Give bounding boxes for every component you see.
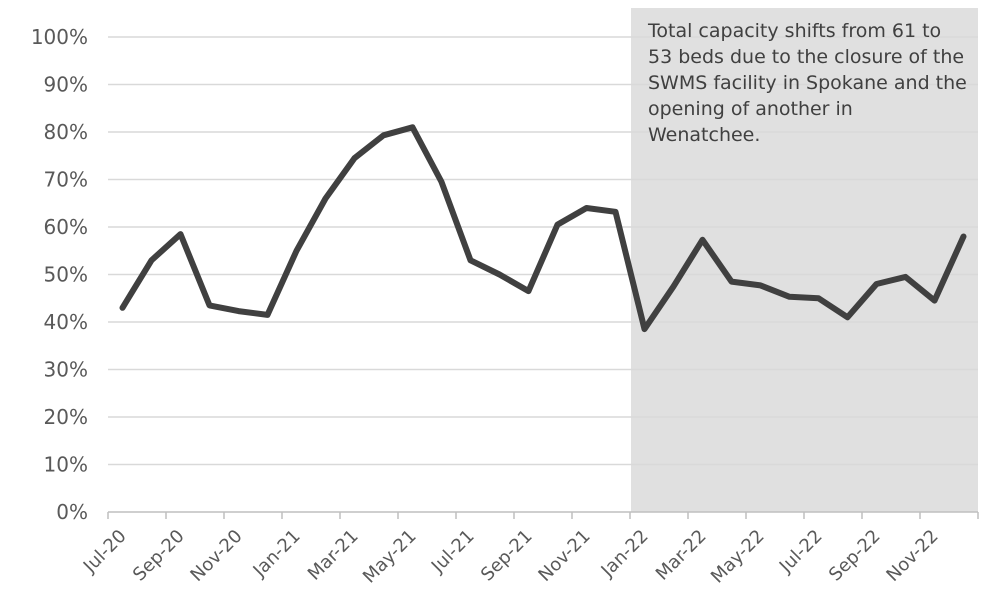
y-tick-labels: 0% 10% 20% 30% 40% 50% 60% 70% 80% 90% 100%: [31, 25, 88, 524]
series-layer: [119, 124, 967, 333]
x-tick-label: Jul-22: [775, 526, 827, 578]
y-tick-label: 0%: [56, 500, 88, 524]
data-point: [615, 211, 616, 213]
x-tick-label: Sep-22: [825, 526, 885, 586]
y-tick-label: 20%: [44, 405, 88, 429]
gridlines: [108, 36, 978, 466]
data-point: [499, 274, 500, 275]
data-point: [557, 224, 558, 226]
x-tick-label: Sep-21: [477, 526, 537, 586]
data-point: [586, 207, 587, 209]
x-tick-label: Nov-20: [186, 526, 246, 586]
data-point: [528, 290, 529, 292]
data-point: [731, 281, 732, 283]
x-tick-label: Jan-21: [249, 526, 305, 582]
series-line: [119, 124, 967, 333]
data-point: [267, 314, 268, 316]
x-tick-label: Jan-22: [597, 526, 653, 582]
x-tick-label: Mar-21: [304, 526, 363, 585]
data-point: [325, 198, 326, 199]
y-tick-label: 90%: [44, 73, 88, 97]
data-point: [354, 157, 355, 159]
data-point: [180, 233, 181, 235]
data-point: [151, 259, 152, 261]
axes: [107, 511, 979, 519]
y-tick-label: 100%: [31, 25, 88, 49]
data-point: [296, 250, 297, 252]
data-point: [441, 181, 442, 183]
x-tick-label: May-21: [359, 526, 421, 588]
y-tick-label: 10%: [44, 453, 88, 477]
data-point: [818, 297, 819, 299]
y-tick-label: 70%: [44, 168, 88, 192]
data-point: [238, 310, 239, 312]
x-tick-label: Mar-22: [652, 526, 711, 585]
data-point: [789, 296, 790, 298]
data-point: [760, 284, 761, 286]
data-point: [876, 283, 877, 285]
data-point: [383, 134, 384, 136]
data-point: [412, 126, 413, 128]
y-tick-label: 60%: [44, 215, 88, 239]
x-tick-label: Nov-22: [882, 526, 942, 586]
y-tick-label: 30%: [44, 358, 88, 382]
data-point: [847, 316, 848, 318]
data-point: [209, 304, 210, 306]
data-point: [673, 285, 674, 287]
data-point: [470, 259, 471, 261]
x-tick-label: Jul-20: [79, 526, 131, 578]
data-point: [122, 307, 123, 309]
y-tick-label: 50%: [44, 263, 88, 287]
data-point: [934, 300, 935, 302]
data-point: [905, 276, 906, 278]
data-point: [702, 239, 703, 241]
x-tick-label: Nov-21: [534, 526, 594, 586]
data-point: [644, 328, 645, 330]
y-tick-label: 80%: [44, 120, 88, 144]
x-tick-label: Sep-20: [129, 526, 189, 586]
x-tick-label: May-22: [707, 526, 769, 588]
y-tick-label: 40%: [44, 310, 88, 334]
annotation-text: Total capacity shifts from 61 to 53 beds…: [648, 20, 967, 146]
x-tick-label: Jul-21: [427, 526, 479, 578]
data-point: [963, 236, 964, 237]
